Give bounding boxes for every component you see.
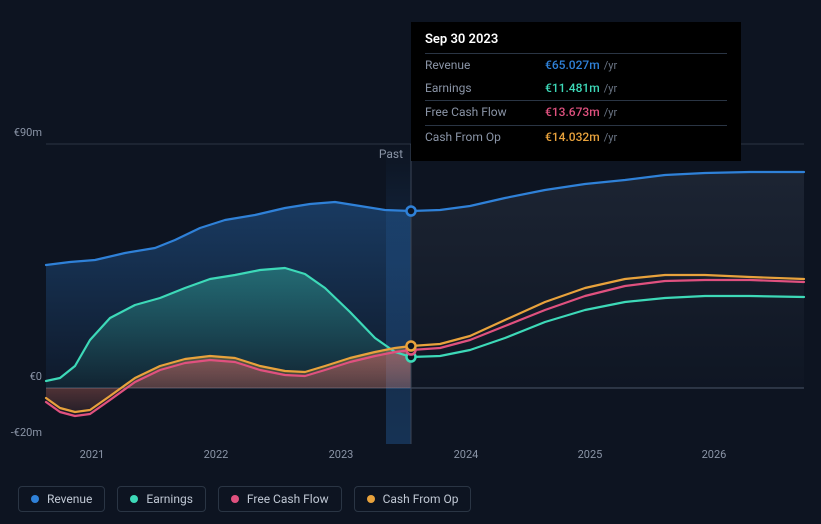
tooltip-date: Sep 30 2023 [425,32,727,47]
legend-dot-icon [31,495,39,503]
svg-text:2025: 2025 [578,448,603,461]
tooltip-metric-value: €13.673m [545,103,600,122]
tooltip-unit: /yr [604,57,617,75]
svg-text:€0: €0 [30,370,42,383]
svg-text:-€20m: -€20m [11,426,42,439]
svg-text:2022: 2022 [204,448,229,461]
tooltip-unit: /yr [604,80,617,98]
svg-text:2023: 2023 [329,448,354,461]
legend-item-revenue[interactable]: Revenue [18,486,105,512]
tooltip-metric-label: Earnings [425,79,545,98]
legend-item-cash-from-op[interactable]: Cash From Op [354,486,472,512]
tooltip-metric-label: Cash From Op [425,128,545,147]
legend-label: Revenue [47,492,92,506]
tooltip-metric-value: €65.027m [545,56,600,75]
tooltip-metric-value: €11.481m [545,79,600,98]
svg-text:2021: 2021 [80,448,105,461]
tooltip-unit: /yr [604,129,617,147]
tooltip-metric-label: Free Cash Flow [425,103,545,122]
tooltip-row: Free Cash Flow€13.673m/yr [425,100,727,124]
legend-dot-icon [130,495,138,503]
svg-text:2024: 2024 [454,448,479,461]
tooltip-unit: /yr [604,104,617,122]
tooltip-row: Earnings€11.481m/yr [425,77,727,100]
tooltip-row: Cash From Op€14.032m/yr [425,125,727,149]
legend-dot-icon [367,495,375,503]
svg-text:Past: Past [379,147,403,161]
legend-item-earnings[interactable]: Earnings [117,486,206,512]
svg-text:€90m: €90m [14,126,42,139]
legend-item-free-cash-flow[interactable]: Free Cash Flow [218,486,342,512]
legend-dot-icon [231,495,239,503]
chart-tooltip: Sep 30 2023 Revenue€65.027m/yrEarnings€1… [411,22,741,161]
chart-legend: Revenue Earnings Free Cash Flow Cash From O… [18,486,471,512]
tooltip-metric-value: €14.032m [545,128,600,147]
legend-label: Earnings [146,492,193,506]
svg-text:2026: 2026 [702,448,727,461]
legend-label: Free Cash Flow [247,492,329,506]
legend-label: Cash From Op [383,492,459,506]
tooltip-row: Revenue€65.027m/yr [425,53,727,77]
tooltip-metric-label: Revenue [425,56,545,75]
